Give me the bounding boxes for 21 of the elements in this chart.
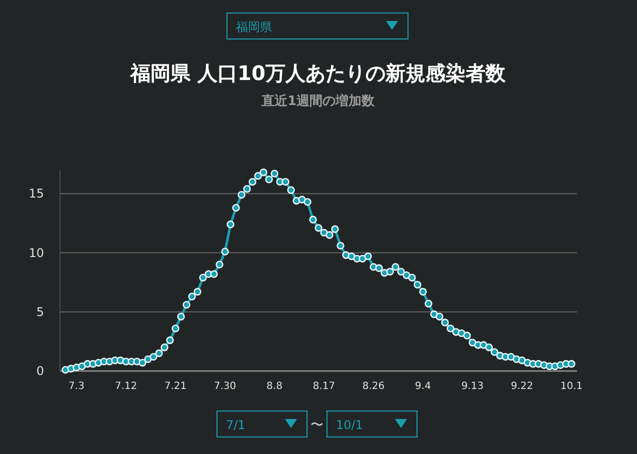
y-tick-label: 15 [28, 186, 44, 201]
x-tick-label: 7.12 [114, 381, 138, 392]
x-tick-label: 7.30 [214, 381, 236, 392]
end-date-select: 10/1 [326, 410, 418, 438]
x-tick-label: 7.3 [68, 381, 84, 392]
y-tick-label: 5 [36, 304, 44, 319]
x-tick-label: 10.1 [560, 381, 583, 392]
start-date-select: 7/1 [216, 410, 308, 438]
x-tick-label: 8.17 [312, 381, 336, 392]
text: 〜 [310, 418, 324, 433]
x-tick-label: 8.26 [362, 381, 385, 392]
x-tick-label: 9.4 [415, 381, 431, 392]
x-tick-label: 9.22 [510, 381, 534, 392]
x-tick-label: 7.21 [164, 381, 187, 392]
y-tick-label: 10 [28, 246, 44, 260]
x-tick-label: 8.8 [266, 381, 282, 392]
x-tick-label: 9.13 [461, 381, 484, 392]
y-tick-label: 0 [36, 364, 44, 378]
chart-subtitle: 直近1週間の増加数 [260, 93, 376, 109]
region-select: 福岡県 [226, 12, 408, 40]
chart-title: 福岡県 人口10万人あたりの新規感染者数 [130, 61, 506, 85]
